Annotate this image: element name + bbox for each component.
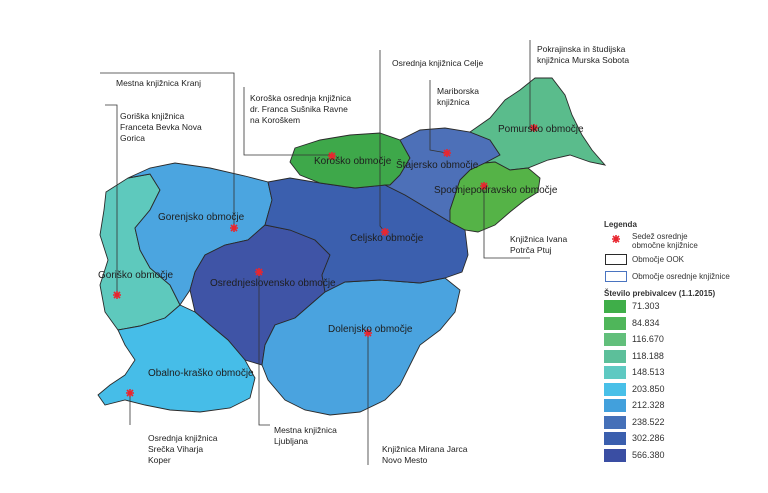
seat-marker-novo-mesto bbox=[364, 329, 372, 337]
callout-novo-mesto: Knjižnica Mirana Jarca Novo Mesto bbox=[382, 444, 468, 465]
seat-marker-kranj bbox=[230, 224, 238, 232]
legend-swatch bbox=[604, 448, 626, 462]
legend-swatch bbox=[604, 415, 626, 429]
label-osrednjeslovensko: Osrednjeslovensko območje bbox=[210, 278, 336, 289]
legend-value: 203.850 bbox=[632, 383, 665, 394]
callout-koper: Osrednja knjižnica Srečka Viharja Koper bbox=[148, 433, 218, 465]
callout-murska-sobota: Pokrajinska in študijska knjižnica Mursk… bbox=[537, 44, 630, 65]
callout-ravne: Koroška osrednja knjižnica dr. Franca Su… bbox=[250, 93, 352, 125]
label-pomursko: Pomursko območje bbox=[498, 124, 584, 135]
label-dolenjsko: Dolenjsko območje bbox=[328, 324, 413, 335]
callout-maribor: Mariborska knjižnica bbox=[437, 86, 480, 107]
seat-marker-ljubljana bbox=[255, 268, 263, 276]
seat-markers bbox=[113, 124, 538, 397]
legend-seat-marker-icon bbox=[612, 235, 620, 243]
legend-value: 238.522 bbox=[632, 416, 665, 427]
legend-swatch bbox=[604, 349, 626, 363]
legend-value: 118.188 bbox=[632, 350, 664, 361]
callout-celje: Osrednja knjižnica Celje bbox=[392, 58, 484, 68]
label-stajersko: Štajersko območje bbox=[396, 158, 479, 171]
legend-value: 84.834 bbox=[632, 317, 660, 328]
legend-swatch bbox=[604, 399, 626, 412]
legend-swatch bbox=[604, 300, 626, 313]
legend-swatch bbox=[604, 432, 626, 445]
callout-ljubljana: Mestna knjižnica Ljubljana bbox=[274, 425, 337, 446]
label-gorenjsko: Gorenjsko območje bbox=[158, 212, 245, 223]
legend-value: 566.380 bbox=[632, 449, 665, 460]
legend-seat-label: Sedež osrednje območne knjižnice bbox=[632, 232, 698, 250]
legend-osrednje-swatch bbox=[605, 271, 627, 282]
seat-marker-koper bbox=[126, 389, 134, 397]
legend-value: 116.670 bbox=[632, 334, 664, 344]
callout-kranj: Mestna knjižnica Kranj bbox=[116, 78, 202, 88]
label-spodnjepodravsko: Spodnjepodravsko območje bbox=[434, 185, 558, 196]
label-obalno-krasko: Obalno-kraško območje bbox=[148, 368, 254, 379]
legend-value: 302.286 bbox=[632, 433, 665, 443]
legend-title: Legenda bbox=[604, 220, 637, 229]
legend-swatch bbox=[604, 382, 626, 396]
legend-osrednje-label: Območje osrednje knjižnice bbox=[632, 272, 730, 281]
legend-value: 212.328 bbox=[632, 400, 665, 410]
legend-value: 71.303 bbox=[632, 301, 660, 311]
callout-nova-gorica: Goriška knjižnica Franceta Bevka Nova Go… bbox=[120, 111, 202, 143]
legend-swatch bbox=[604, 316, 626, 330]
label-korosko: Koroško območje bbox=[314, 156, 392, 167]
seat-marker-ptuj bbox=[480, 182, 488, 190]
legend-population-title: Število prebivalcev (1.1.2015) bbox=[604, 289, 716, 298]
legend-ook-swatch bbox=[605, 254, 627, 265]
seat-marker-nova-gorica bbox=[113, 291, 121, 299]
legend-ook-label: Območje OOK bbox=[632, 255, 685, 264]
seat-marker-celje bbox=[381, 228, 389, 236]
legend-swatch bbox=[604, 333, 626, 346]
seat-marker-murska-sobota bbox=[530, 124, 538, 132]
legend-value: 148.513 bbox=[632, 367, 665, 377]
seat-marker-maribor bbox=[443, 149, 451, 157]
label-gorisko: Goriško območje bbox=[98, 270, 173, 281]
callout-ptuj: Knjižnica Ivana Potrča Ptuj bbox=[510, 234, 568, 255]
seat-marker-ravne bbox=[328, 152, 336, 160]
legend-swatch bbox=[604, 366, 626, 379]
label-celjsko: Celjsko območje bbox=[350, 233, 424, 244]
